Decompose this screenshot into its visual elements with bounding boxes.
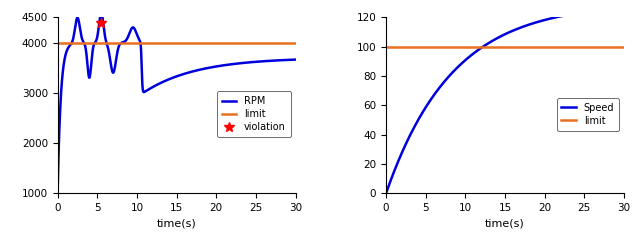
Speed [616,7,623,10]
RPM [54,192,61,195]
limit [382,45,390,48]
RPM [111,63,119,66]
RPM [109,71,116,74]
RPM [161,80,168,83]
Legend: RPM, limit, violation: RPM, limit, violation [217,92,291,137]
Speed [474,49,481,52]
limit [61,41,69,44]
RPM [110,69,118,72]
limit [54,41,61,44]
RPM [143,89,151,92]
Legend: Speed, limit: Speed, limit [557,98,619,130]
Line: Speed: Speed [386,8,624,193]
RPM [290,58,298,61]
Speed [424,103,431,106]
RPM [292,58,300,61]
limit [390,45,398,48]
X-axis label: time(s): time(s) [157,219,196,229]
Speed [620,6,628,9]
Line: RPM: RPM [58,12,296,193]
Speed [484,42,492,45]
Speed [382,192,390,195]
Speed [590,9,598,12]
RPM [97,11,105,14]
Speed [410,128,417,131]
X-axis label: time(s): time(s) [485,219,525,229]
